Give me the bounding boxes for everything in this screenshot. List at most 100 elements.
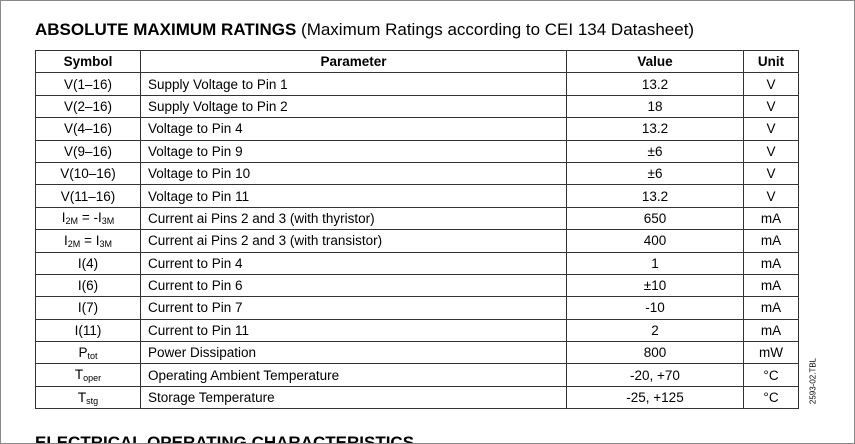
parameter-cell: Current ai Pins 2 and 3 (with transistor… [140, 229, 567, 253]
parameter-cell: Storage Temperature [140, 385, 567, 410]
value-cell: 400 [566, 229, 744, 253]
symbol-subscript: 2M [65, 216, 79, 227]
symbol-text: = I [80, 232, 100, 248]
symbol-cell: I2M = -I3M [35, 206, 141, 231]
unit-cell: V [743, 72, 799, 96]
header-row: Symbol Parameter Value Unit [35, 49, 799, 74]
header-cell: Unit [743, 49, 799, 74]
value-cell: ±10 [566, 273, 744, 298]
table-row: V(9–16) Voltage to Pin 9 ±6 V [35, 139, 799, 163]
unit-cell: mA [743, 251, 799, 275]
table-row: I2M = I3M Current ai Pins 2 and 3 (with t… [35, 229, 799, 253]
value-cell: 800 [566, 341, 744, 365]
parameter-cell: Power Dissipation [140, 341, 567, 365]
symbol-subscript: 2M [67, 238, 81, 249]
symbol-cell: I(11) [35, 318, 141, 343]
unit-cell: mA [743, 273, 799, 298]
unit-cell: °C [743, 385, 799, 410]
value-cell: 18 [566, 94, 744, 119]
parameter-cell: Voltage to Pin 9 [140, 139, 567, 163]
value-cell: -10 [566, 296, 744, 320]
parameter-cell: Supply Voltage to Pin 2 [140, 94, 567, 119]
header-cell: Parameter [140, 49, 567, 74]
parameter-cell: Supply Voltage to Pin 1 [140, 72, 567, 96]
symbol-text: I [64, 232, 68, 248]
symbol-cell: Tstg [35, 385, 141, 410]
value-cell: -20, +70 [566, 363, 744, 387]
symbol-cell: Toper [35, 363, 141, 387]
unit-cell: V [743, 161, 799, 186]
unit-cell: mA [743, 318, 799, 343]
symbol-cell: V(10–16) [35, 161, 141, 186]
value-cell: ±6 [566, 139, 744, 163]
symbol-cell: V(2–16) [35, 94, 141, 119]
symbol-text: = -I [78, 210, 102, 226]
table-row: V(4–16) Voltage to Pin 4 13.2 V [35, 117, 799, 141]
parameter-cell: Voltage to Pin 10 [140, 161, 567, 186]
symbol-text: V(10–16) [60, 166, 116, 182]
value-cell: 1 [566, 251, 744, 275]
unit-cell: V [743, 184, 799, 208]
symbol-cell: V(1–16) [35, 72, 141, 96]
symbol-text: V(4–16) [63, 121, 113, 137]
symbol-cell: Ptot [35, 341, 141, 365]
parameter-cell: Current to Pin 6 [140, 273, 567, 298]
symbol-text: V(1–16) [63, 76, 113, 92]
symbol-text: I(11) [74, 322, 102, 338]
unit-cell: mA [743, 296, 799, 320]
parameter-cell: Voltage to Pin 11 [140, 184, 567, 208]
table-row: I(6) Current to Pin 6 ±10 mA [35, 273, 799, 298]
value-cell: 650 [566, 206, 744, 231]
unit-cell: V [743, 139, 799, 163]
ratings-table: Symbol Parameter Value Unit V(1–16) Supply V… [35, 49, 799, 410]
table-row: Toper Operating Ambient Temperature -20, +… [35, 363, 799, 387]
table-row: V(10–16) Voltage to Pin 10 ±6 V [35, 161, 799, 186]
parameter-cell: Current to Pin 4 [140, 251, 567, 275]
symbol-text: V(11–16) [60, 188, 116, 204]
value-cell: 2 [566, 318, 744, 343]
symbol-subscript: 3M [99, 238, 112, 249]
table-row: I2M = -I3M Current ai Pins 2 and 3 (with … [35, 206, 799, 231]
table-row: I(11) Current to Pin 11 2 mA [35, 318, 799, 343]
symbol-text: I(7) [77, 300, 99, 316]
header-cell: Value [566, 49, 744, 74]
symbol-text: V(2–16) [63, 98, 113, 114]
unit-cell: mW [743, 341, 799, 365]
value-cell: 13.2 [566, 117, 744, 141]
symbol-cell: V(9–16) [35, 139, 141, 163]
symbol-text: V(9–16) [63, 143, 113, 159]
symbol-text: T [77, 389, 87, 405]
symbol-text: I(6) [77, 278, 99, 294]
parameter-cell: Current to Pin 11 [140, 318, 567, 343]
value-cell: -25, +125 [566, 385, 744, 410]
table-body: V(1–16) Supply Voltage to Pin 1 13.2 V V(2–1… [35, 72, 799, 410]
table-row: I(7) Current to Pin 7 -10 mA [35, 296, 799, 320]
symbol-subscript: 3M [101, 216, 115, 227]
symbol-text: I [61, 210, 66, 226]
unit-cell: mA [743, 229, 799, 253]
table-row: I(4) Current to Pin 4 1 mA [35, 251, 799, 275]
unit-cell: mA [743, 206, 799, 231]
table-row: V(11–16) Voltage to Pin 11 13.2 V [35, 184, 799, 208]
unit-cell: V [743, 117, 799, 141]
value-cell: 13.2 [566, 72, 744, 96]
table-row: Ptot Power Dissipation 800 mW [35, 341, 799, 365]
symbol-cell: I(7) [35, 296, 141, 320]
title-bold: ABSOLUTE MAXIMUM RATINGS [35, 20, 297, 39]
next-heading: ELECTRICAL OPERATING CHARACTERISTICS [35, 433, 415, 444]
header-cell: Symbol [35, 49, 141, 74]
symbol-subscript: tot [87, 350, 98, 361]
table-row: V(1–16) Supply Voltage to Pin 1 13.2 V [35, 72, 799, 96]
title: ABSOLUTE MAXIMUM RATINGS (Maximum Rating… [35, 20, 694, 40]
side-label: 2593-02.TBL [808, 357, 818, 405]
symbol-text: I(4) [77, 255, 99, 271]
parameter-cell: Operating Ambient Temperature [140, 363, 567, 387]
table-row: Tstg Storage Temperature -25, +125 °C [35, 385, 799, 410]
title-rest: (Maximum Ratings according to CEI 134 Da… [301, 20, 695, 39]
symbol-cell: V(11–16) [35, 184, 141, 208]
table-row: V(2–16) Supply Voltage to Pin 2 18 V [35, 94, 799, 119]
symbol-subscript: oper [83, 373, 102, 384]
symbol-cell: V(4–16) [35, 117, 141, 141]
symbol-cell: I(6) [35, 273, 141, 298]
